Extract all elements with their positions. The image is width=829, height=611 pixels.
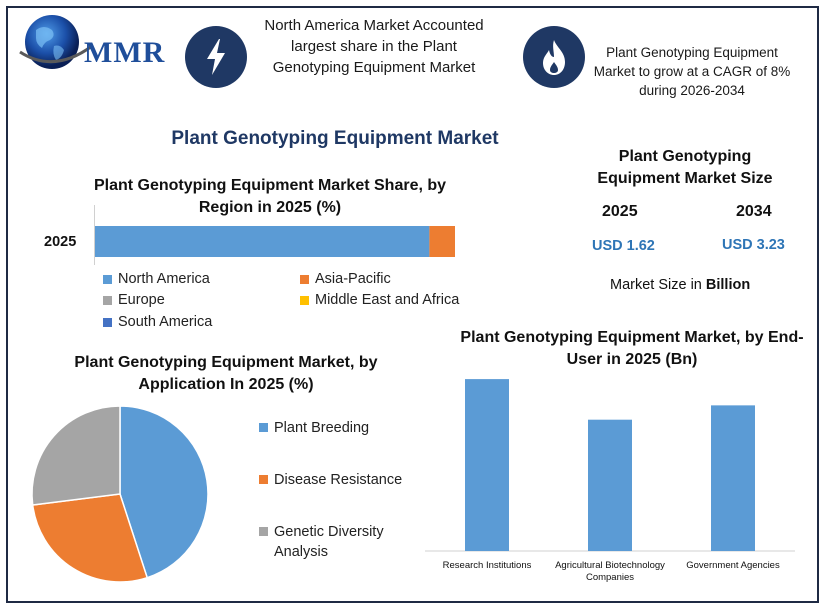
legend-swatch [259,475,268,484]
callout-left-text: North America Market Accounted largest s… [264,17,484,76]
legend-swatch [103,274,112,284]
globe-icon [19,15,93,69]
market-size-note: Market Size in Billion [610,277,750,293]
application-legend-item-disease-resistance: Disease Resistance [259,470,404,490]
legend-label: Middle East and Africa [315,292,460,308]
market-size-note-unit: Billion [705,277,751,293]
logo: MMR [14,12,169,74]
main-title: Plant Genotyping Equipment Market [171,128,499,149]
legend-swatch [259,423,268,432]
callout-right-text: Plant Genotyping Equipment Market to gro… [593,45,791,98]
region-axis-line [94,205,95,265]
market-size-title: Plant Genotyping Equipment Market Size [597,148,773,187]
flame-icon [543,40,565,75]
legend-swatch [103,317,112,327]
enduser-chart-title: Plant Genotyping Equipment Market, by En… [460,329,804,368]
enduser-category-label-government-agencies: Government Agencies [686,560,780,571]
value-2034: USD 3.23 [722,237,785,253]
pie-slice-plant-breeding [119,405,209,579]
enduser-bar-government-agencies [711,405,755,551]
region-legend-item-south-america: South America [103,314,212,330]
market-size-note-prefix: Market Size in [610,277,706,293]
enduser-bar-chart [425,379,795,552]
application-pie-chart [31,405,209,583]
region-stacked-bar [95,226,455,257]
region-bar-segment-north-america [95,226,430,257]
region-legend-item-europe: Europe [103,292,165,308]
legend-swatch [103,295,112,305]
region-bar-category: 2025 [44,234,77,250]
application-chart-title: Plant Genotyping Equipment Market, by Ap… [74,354,378,393]
legend-swatch [300,295,309,305]
application-legend-item-genetic-diversity-analysis: Genetic Diversity Analysis [259,522,404,562]
legend-label: Europe [118,292,165,308]
value-2025: USD 1.62 [592,238,655,254]
legend-swatch [259,527,268,536]
legend-label: Asia-Pacific [315,271,391,287]
year-2025-label: 2025 [602,203,638,220]
callout-right-circle [523,26,585,88]
logo-text: MMR [84,36,166,69]
legend-label: Disease Resistance [274,472,403,488]
enduser-category-label-research-institutions: Research Institutions [442,560,532,571]
lightning-icon [207,39,225,75]
pie-slice-genetic-diversity-analysis [31,405,121,506]
region-bar-segment-asia-pacific [429,226,455,257]
region-legend-item-asia-pacific: Asia-Pacific [300,271,391,287]
application-legend-item-plant-breeding: Plant Breeding [259,418,404,438]
region-chart-title: Plant Genotyping Equipment Market Share,… [93,177,447,216]
enduser-bar-agricultural-biotechnology-companies [588,419,632,551]
enduser-category-label-agricultural-biotechnology-companies: Agricultural Biotechnology Companies [555,560,665,583]
callout-left-circle [185,26,247,88]
legend-swatch [300,274,309,284]
legend-label: Genetic Diversity Analysis [274,524,384,560]
legend-label: North America [118,271,210,287]
region-legend-item-north-america: North America [103,271,210,287]
legend-label: Plant Breeding [274,420,370,436]
legend-label: South America [118,314,213,330]
year-2034-label: 2034 [736,203,772,220]
pie-slice-disease-resistance [31,493,149,583]
enduser-bar-research-institutions [465,379,509,551]
region-legend-item-middle-east-and-africa: Middle East and Africa [300,292,459,308]
